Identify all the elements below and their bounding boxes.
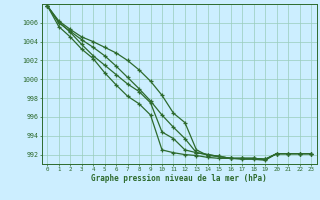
X-axis label: Graphe pression niveau de la mer (hPa): Graphe pression niveau de la mer (hPa) <box>91 174 267 183</box>
